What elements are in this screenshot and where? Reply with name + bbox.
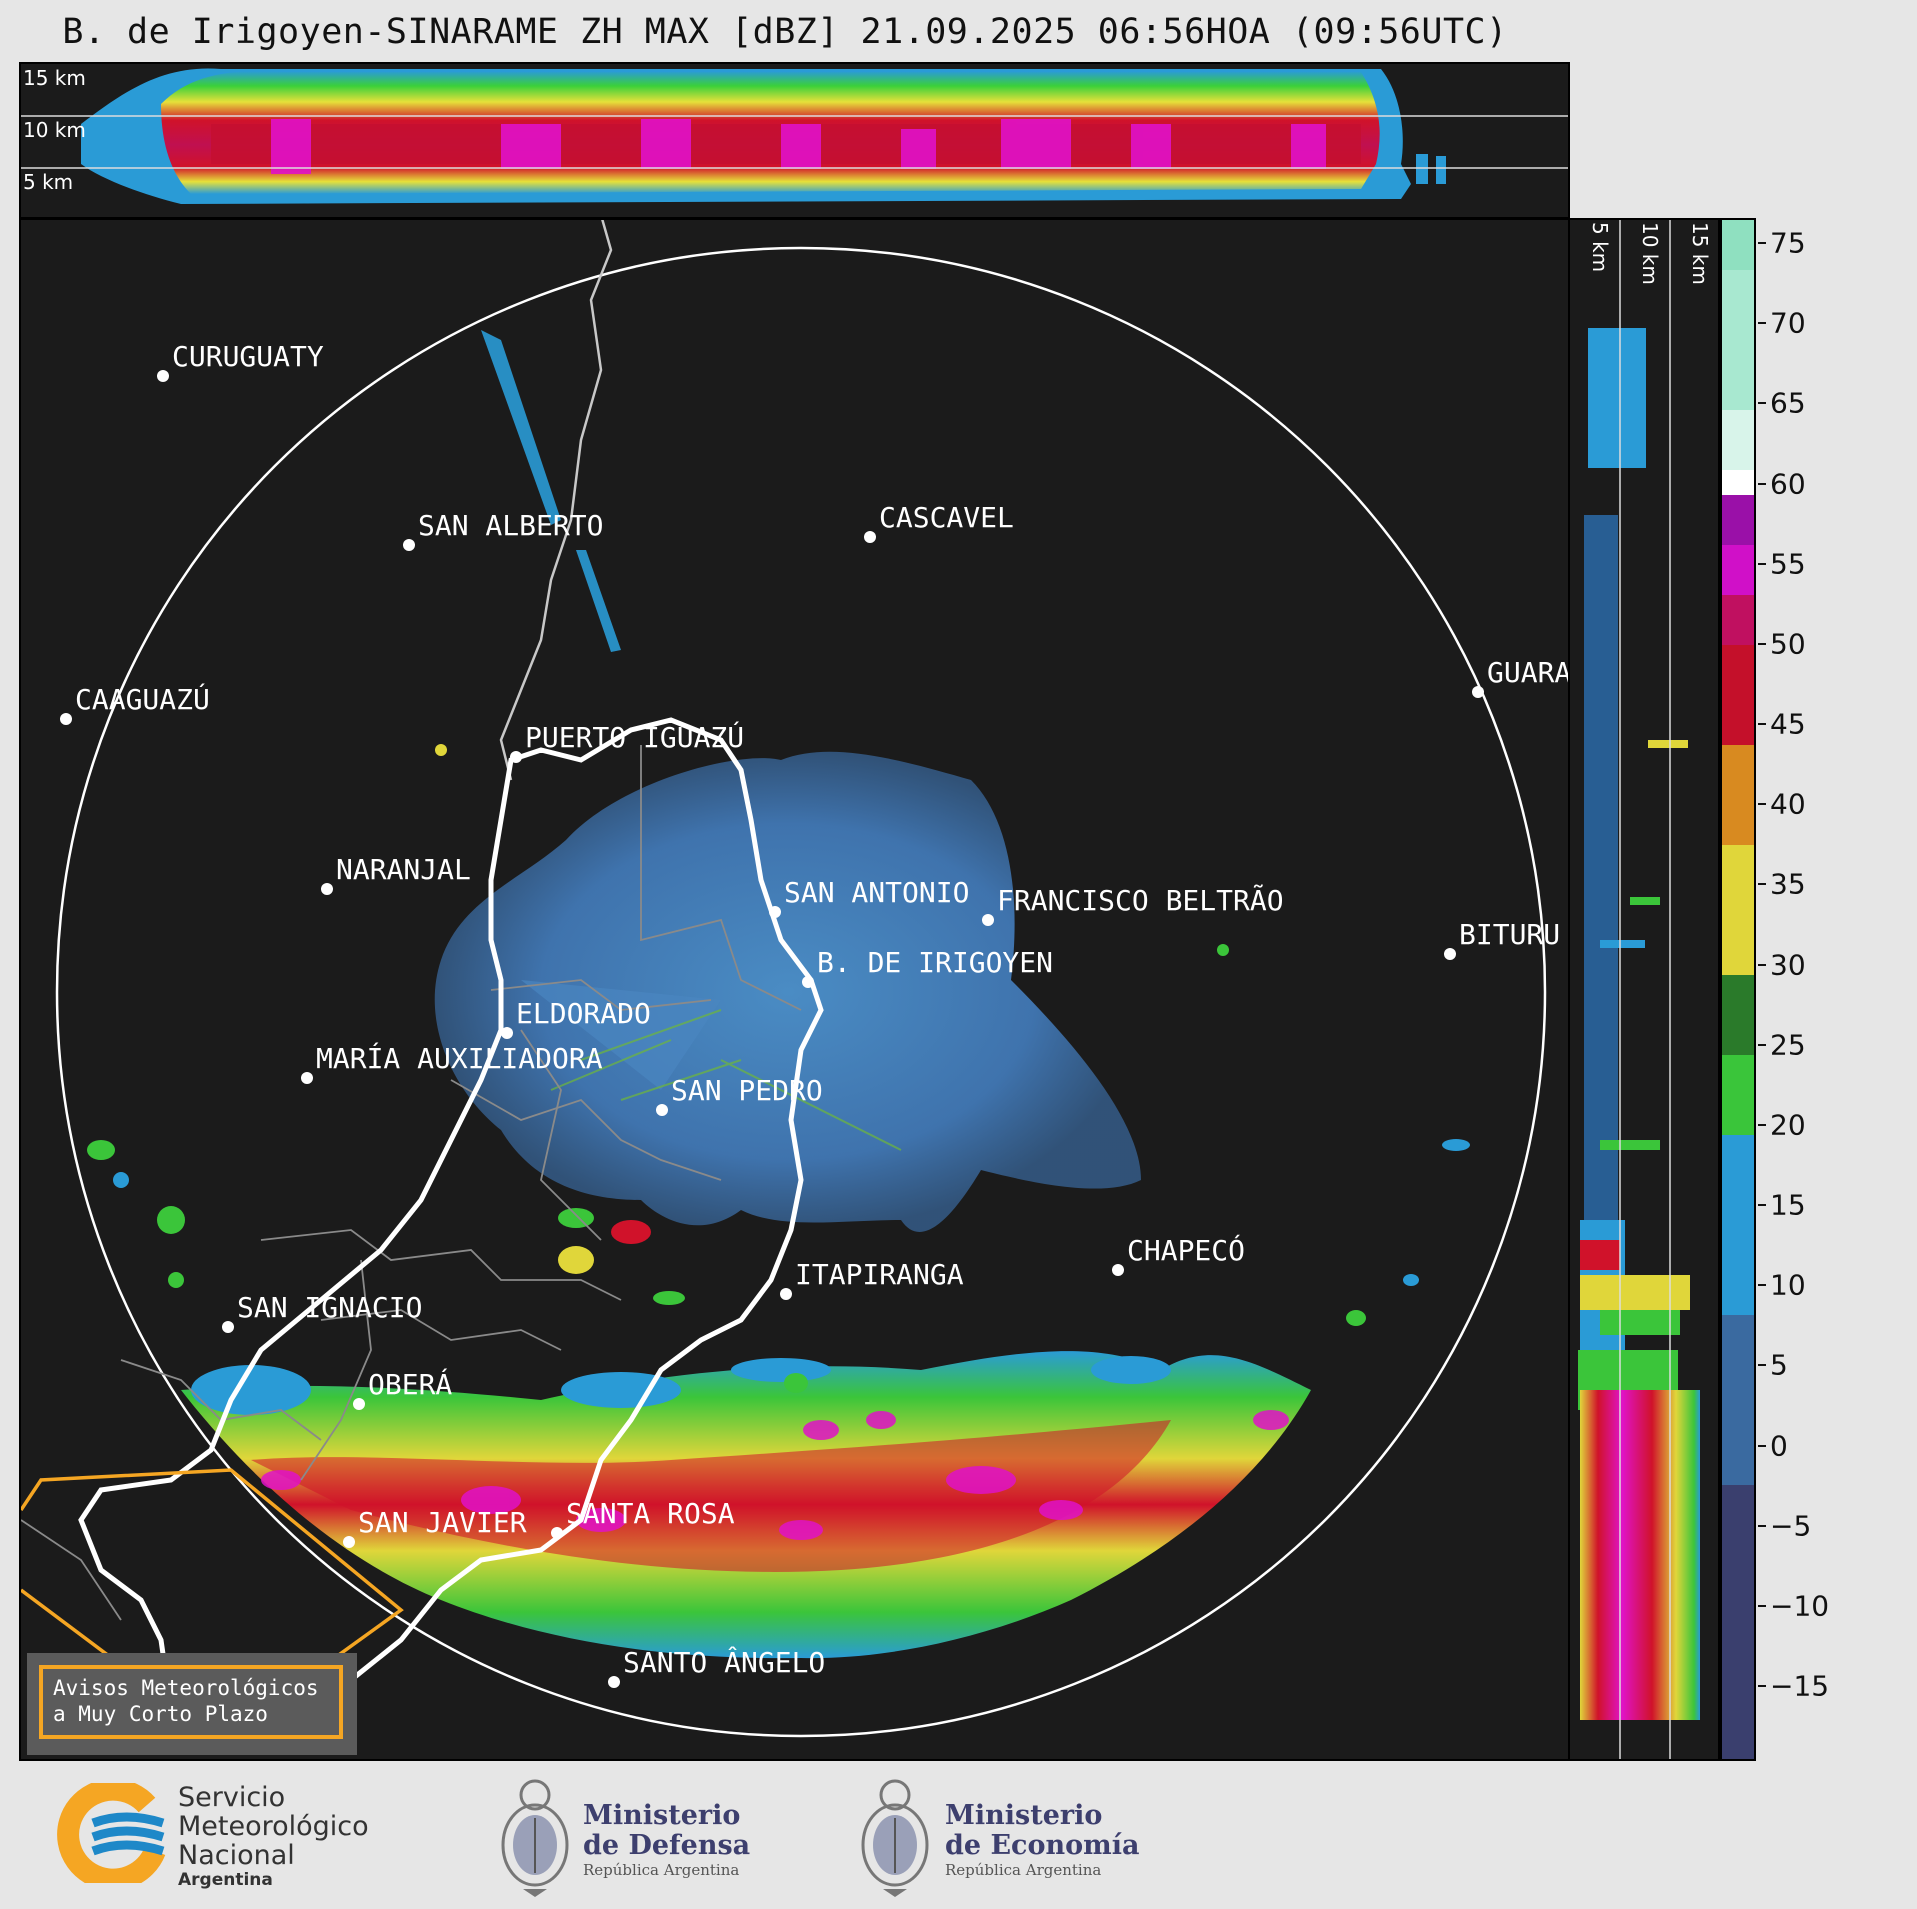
colorbar-tick [1758,642,1766,645]
colorbar-tick [1758,242,1766,244]
city-label: ELDORADO [516,997,651,1030]
city-label: MARÍA AUXILIADORA [316,1041,603,1075]
colorbar-tick [1758,723,1766,725]
colorbar-tick [1758,1524,1766,1527]
city-label: BITURU [1459,918,1560,951]
colorbar-tick-label: 5 [1770,1348,1788,1382]
city-label: OBERÁ [368,1367,452,1401]
colorbar-tick-label: −10 [1770,1589,1830,1623]
city-markers [60,370,1484,1688]
altitude-label-15km: 15 km [23,66,86,90]
colorbar-tick-label: 20 [1770,1108,1806,1142]
city-labels: CURUGUATY SAN ALBERTO CASCAVEL CAAGUAZÚ … [75,340,1570,1679]
colorbar-tick [1758,1123,1766,1126]
radar-map: CURUGUATY SAN ALBERTO CASCAVEL CAAGUAZÚ … [19,218,1570,1761]
colorbar-tick-label: 50 [1770,627,1806,661]
nw-echo-streak [481,330,561,525]
smn-name-line4: Argentina [178,1870,273,1890]
defensa-title-line1: Ministerio [583,1800,741,1831]
colorbar-tick-label: 60 [1770,467,1806,500]
colorbar-tick [1758,803,1766,806]
side-cross-section-echoes [1578,220,1700,1759]
colorbar-tick [1758,1364,1766,1367]
colorbar-tick-label: 30 [1770,948,1806,981]
city-label: CAAGUAZÚ [75,682,210,716]
colorbar-tick-label: 15 [1770,1188,1806,1222]
city-label: SANTO ÂNGELO [623,1645,825,1679]
colorbar-tick-label: 75 [1770,226,1806,260]
argentina-coat-of-arms-icon [861,1779,929,1897]
warnings-legend-box: Avisos Meteorológicos a Muy Corto Plazo [27,1653,357,1755]
city-label: SAN IGNACIO [237,1291,422,1324]
side-altitude-label-10km: 10 km [1638,222,1662,285]
economia-title-line2: de Economía [945,1830,1140,1861]
city-label: CURUGUATY [172,340,324,373]
economia-title-line1: Ministerio [945,1800,1103,1831]
city-label: SAN ANTONIO [784,876,969,909]
colorbar-tick [1758,1043,1766,1046]
colorbar-tick [1758,402,1766,405]
city-label: SAN PEDRO [671,1074,823,1107]
city-label: GUARA [1487,656,1570,689]
city-label: CASCAVEL [879,501,1014,534]
colorbar-tick [1758,1444,1766,1447]
city-label: CHAPECÓ [1127,1233,1245,1267]
range-ring [55,246,1547,1738]
colorbar-tick-label: 0 [1770,1429,1788,1462]
colorbar-tick-label: 65 [1770,386,1806,420]
colorbar-scale [1722,220,1754,1759]
page-title: B. de Irigoyen-SINARAME ZH MAX [dBZ] 21.… [62,12,1508,52]
colorbar-tick [1758,1284,1766,1287]
economia-subtitle: República Argentina [945,1861,1102,1879]
colorbar-tick [1758,562,1766,565]
top-cross-section-panel: 15 km 10 km 5 km [19,62,1570,219]
colorbar-tick-label: −5 [1770,1509,1812,1543]
radar-map-canvas: CURUGUATY SAN ALBERTO CASCAVEL CAAGUAZÚ … [21,220,1570,1753]
colorbar-tick-label: 55 [1770,547,1806,581]
city-label: SANTA ROSA [566,1497,735,1530]
colorbar-tick-label: 40 [1770,787,1806,821]
colorbar [1720,218,1756,1761]
colorbar-tick-label: 70 [1770,306,1806,340]
colorbar-tick-label: 10 [1770,1268,1806,1302]
colorbar-tick-label: 35 [1770,867,1806,901]
side-altitude-label-15km: 15 km [1688,222,1712,285]
altitude-label-5km: 5 km [23,170,74,194]
city-label: PUERTO IGUAZÚ [525,720,744,754]
defensa-title-line2: de Defensa [583,1830,751,1861]
smn-name-line1: Servicio [178,1782,286,1813]
city-label: FRANCISCO BELTRÃO [997,884,1284,917]
colorbar-tick-label: −15 [1770,1669,1830,1703]
colorbar-tick [1758,883,1766,886]
smn-name-line2: Meteorológico [178,1811,369,1842]
side-altitude-label-5km: 5 km [1588,222,1612,273]
colorbar-tick-label: 25 [1770,1028,1806,1062]
colorbar-tick [1758,482,1766,485]
warnings-legend-line2: a Muy Corto Plazo [53,1702,268,1726]
smn-name-line3: Nacional [178,1840,295,1871]
colorbar-tick-label: 45 [1770,707,1806,741]
colorbar-tick [1758,322,1766,325]
colorbar-tick [1758,1204,1766,1206]
country-border [499,220,613,781]
side-cross-section-panel: 5 km 10 km 15 km [1568,218,1720,1761]
warnings-legend-line1: Avisos Meteorológicos [53,1676,319,1700]
precipitation-band [181,1351,1311,1659]
city-label: NARANJAL [336,853,471,886]
footer: Servicio Meteorológico Nacional Argentin… [0,1761,1917,1909]
city-label: SAN JAVIER [358,1506,527,1539]
defensa-subtitle: República Argentina [583,1861,740,1879]
city-label: B. DE IRIGOYEN [817,946,1053,979]
colorbar-tick [1758,963,1766,966]
colorbar-tick [1758,1604,1766,1607]
colorbar-tick [1758,1685,1766,1687]
city-label: SAN ALBERTO [418,509,603,542]
argentina-coat-of-arms-icon [501,1779,569,1897]
smn-logo-icon [57,1783,166,1883]
top-cross-section-echoes [21,68,1568,204]
altitude-label-10km: 10 km [23,118,86,142]
central-echo-area [434,751,1142,1232]
city-label: ITAPIRANGA [795,1258,964,1291]
